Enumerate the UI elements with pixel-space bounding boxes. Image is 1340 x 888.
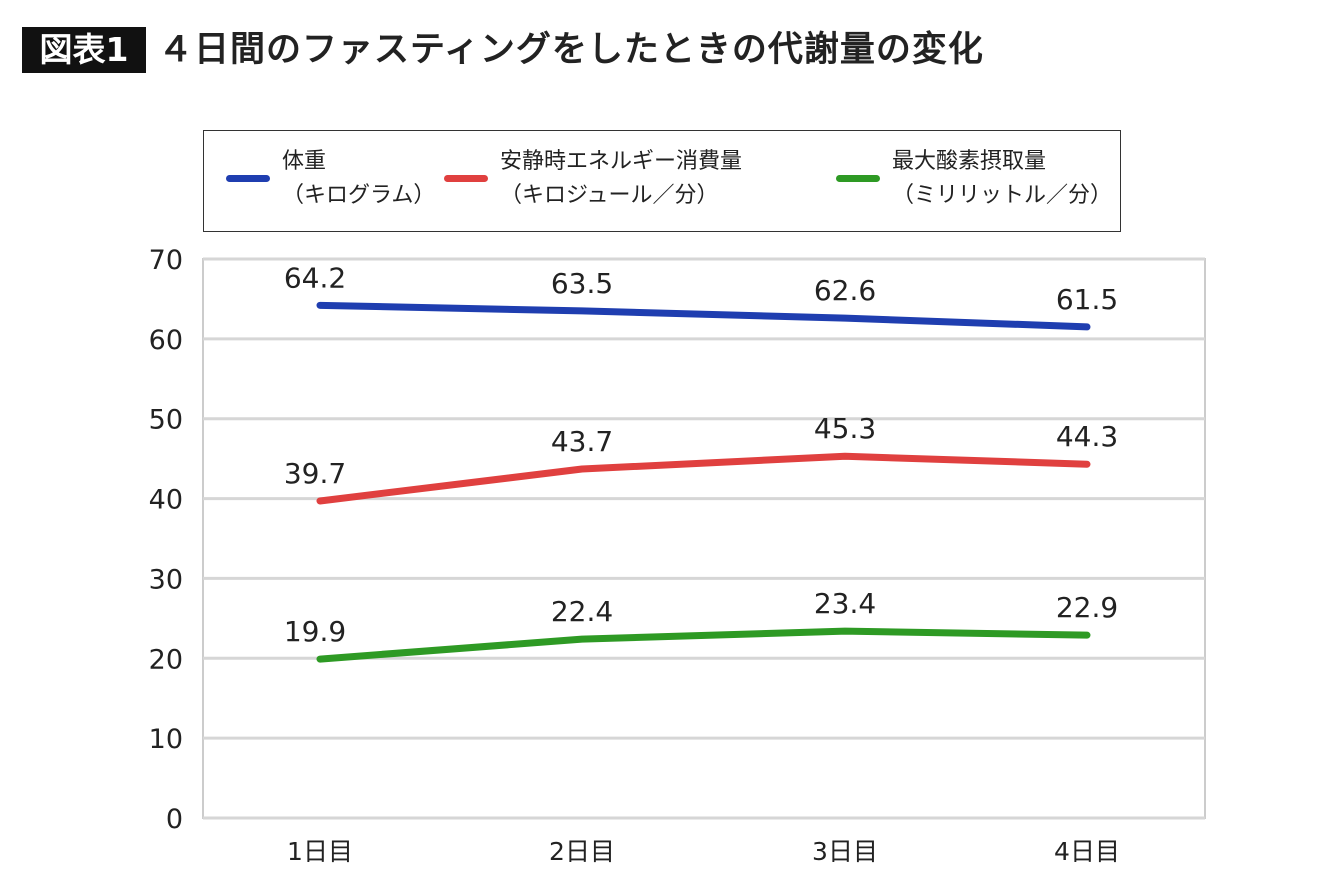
- data-label: 23.4: [814, 587, 876, 620]
- legend-unit: （ミリリットル／分）: [892, 183, 1113, 208]
- data-label: 63.5: [551, 267, 613, 300]
- legend-label: 安静時エネルギー消費量: [500, 149, 743, 174]
- y-tick-label: 30: [149, 564, 183, 595]
- x-tick-label: 2日目: [549, 837, 615, 866]
- y-tick-label: 60: [149, 325, 183, 356]
- x-tick-label: 1日目: [287, 837, 353, 866]
- y-tick-label: 50: [149, 405, 183, 436]
- data-label: 44.3: [1056, 420, 1118, 453]
- series-line-1: [316, 452, 1091, 505]
- legend-unit: （キロジュール／分）: [500, 183, 719, 208]
- y-tick-label: 40: [149, 485, 183, 516]
- legend-swatch: [836, 175, 880, 182]
- series-line-0: [316, 301, 1091, 331]
- legend-unit: （キログラム）: [282, 183, 436, 208]
- y-tick-label: 10: [149, 724, 183, 755]
- legend-label: 体重: [282, 149, 327, 174]
- data-label: 39.7: [284, 457, 346, 490]
- y-tick-label: 70: [149, 245, 183, 276]
- y-tick-label: 0: [166, 804, 183, 835]
- data-label: 62.6: [814, 274, 876, 307]
- y-tick-label: 20: [149, 644, 183, 675]
- plot-area: [202, 258, 1206, 819]
- series-line-2: [316, 627, 1091, 663]
- x-tick-label: 4日目: [1054, 837, 1120, 866]
- legend: 体重 （キログラム） 安静時エネルギー消費量 （キロジュール／分） 最大酸素摂取量 （…: [203, 130, 1121, 232]
- legend-swatch: [444, 175, 488, 182]
- x-tick-label: 3日目: [812, 837, 878, 866]
- legend-label: 最大酸素摂取量: [892, 149, 1047, 174]
- data-label: 22.4: [551, 595, 613, 628]
- data-label: 43.7: [551, 425, 613, 458]
- data-label: 61.5: [1056, 283, 1118, 316]
- legend-swatch: [226, 175, 270, 182]
- data-label: 64.2: [284, 261, 346, 294]
- data-label: 45.3: [814, 412, 876, 445]
- data-label: 19.9: [284, 615, 346, 648]
- figure-number-badge: 図表1: [22, 27, 146, 73]
- data-label: 22.9: [1056, 591, 1118, 624]
- chart-title: ４日間のファスティングをしたときの代謝量の変化: [158, 30, 984, 70]
